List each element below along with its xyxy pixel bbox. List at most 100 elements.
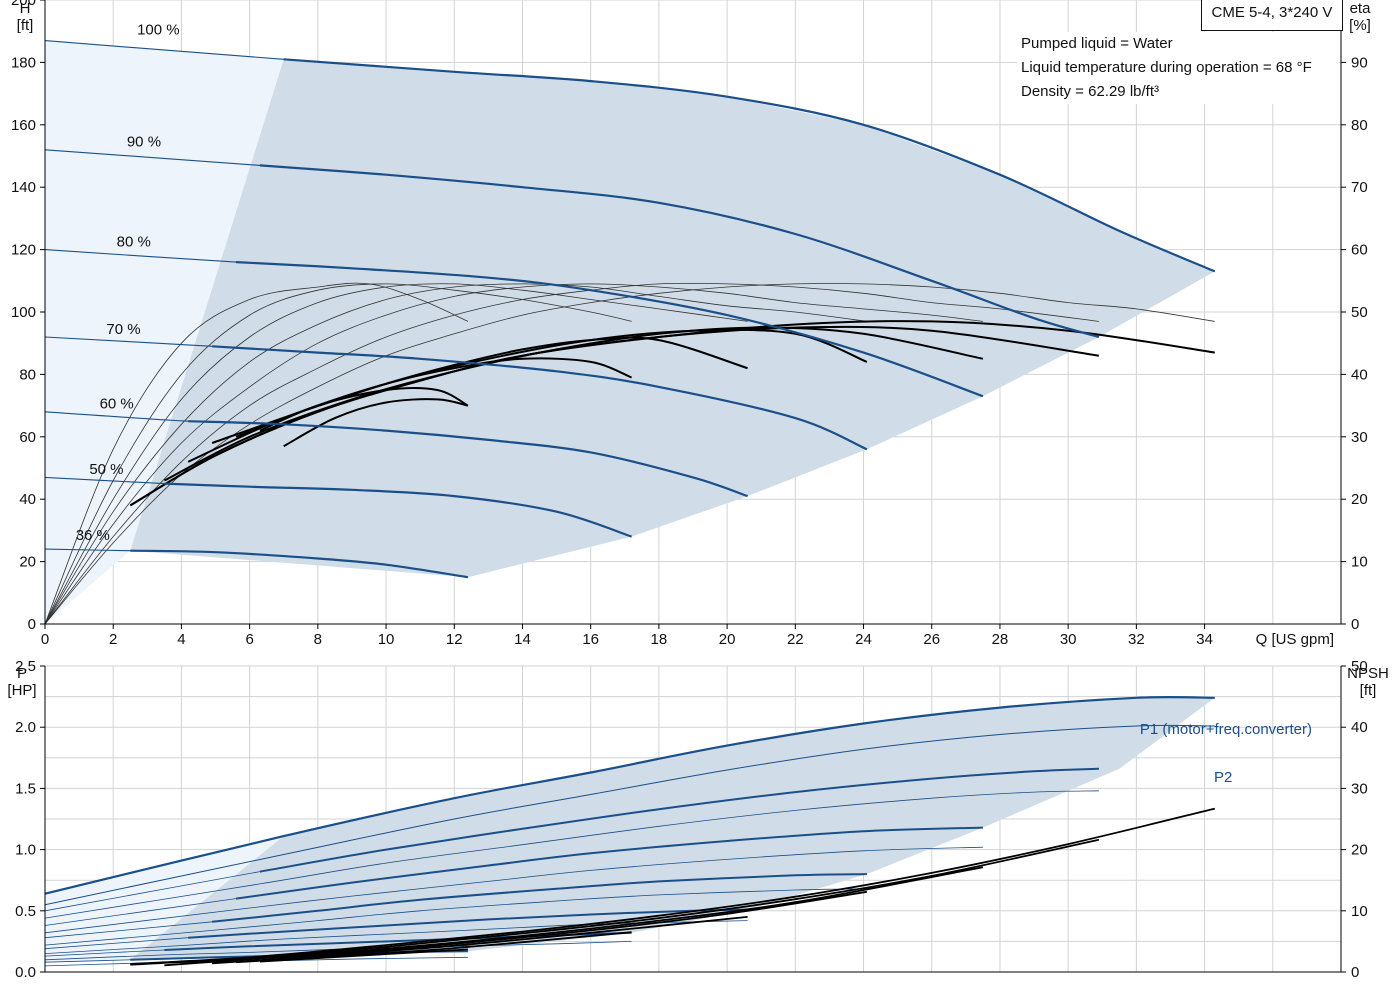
p-tick-label: 2.0 <box>15 719 36 736</box>
h-axis-label: H <box>20 0 31 17</box>
speed-label: 70 % <box>106 321 140 338</box>
p2-speed-curve <box>44 888 867 946</box>
y-tick-label-left: 200 <box>11 0 36 9</box>
p-tick-label: 1.0 <box>15 842 36 859</box>
p-tick-label: 0.5 <box>15 903 36 920</box>
x-tick-label: 12 <box>446 631 463 648</box>
p2-speed-curve <box>44 790 1099 919</box>
p2-speed-curve <box>44 846 983 934</box>
eta-thin-curve <box>44 283 632 625</box>
npsh-curve <box>188 890 868 964</box>
eta-axis-label: eta <box>1350 0 1372 17</box>
h-axis-unit: [ft] <box>17 17 34 34</box>
y-tick-label-right: 30 <box>1351 429 1368 446</box>
x-tick-label: 14 <box>514 631 531 648</box>
y-tick-label-right: 50 <box>1351 304 1368 321</box>
speed-label: 36 % <box>76 527 110 544</box>
npsh-curve <box>130 807 1216 965</box>
p1-speed-curve <box>188 908 748 939</box>
x-tick-label: 0 <box>41 631 49 648</box>
p-axis-label: P <box>17 665 27 682</box>
top-light-area <box>45 40 284 625</box>
speed-label: 100 % <box>137 21 180 38</box>
npsh-axis-label: NPSH <box>1347 665 1389 682</box>
y-tick-label-left: 80 <box>19 366 36 383</box>
speed-label: 50 % <box>89 461 123 478</box>
x-tick-label: 28 <box>992 631 1009 648</box>
head-curve-90pct <box>259 164 1100 339</box>
y-tick-label-right: 70 <box>1351 179 1368 196</box>
p-tick-label: 1.5 <box>15 780 36 797</box>
y-tick-label-right: 20 <box>1351 491 1368 508</box>
x-tick-label: 16 <box>582 631 599 648</box>
head-curve-80pct <box>235 261 984 398</box>
p1-series-label: P1 (motor+freq.converter) <box>1140 721 1312 738</box>
eta-thin-curve <box>44 283 867 625</box>
x-tick-label: 22 <box>787 631 804 648</box>
x-tick-label: 30 <box>1060 631 1077 648</box>
x-tick-label: 18 <box>651 631 668 648</box>
p1-speed-curve <box>211 873 867 923</box>
y-tick-label-left: 0 <box>28 616 36 633</box>
npsh-tick-label: 20 <box>1351 842 1368 859</box>
p1-curve <box>44 695 1215 895</box>
y-tick-label-left: 120 <box>11 242 36 259</box>
eta-axis-unit: [%] <box>1349 17 1371 34</box>
x-tick-label: 4 <box>177 631 185 648</box>
eta-thin-curve <box>44 282 469 625</box>
y-tick-label-left: 140 <box>11 179 36 196</box>
head-curve-36pct <box>130 549 469 579</box>
p2-curve <box>44 724 1215 906</box>
x-tick-label: 24 <box>855 631 872 648</box>
npsh-tick-label: 40 <box>1351 719 1368 736</box>
fluid-info-box: Pumped liquid = Water Liquid temperature… <box>1017 32 1339 104</box>
eta-curve <box>259 387 469 432</box>
y-tick-label-right: 80 <box>1351 117 1368 134</box>
speed-label: 60 % <box>100 396 134 413</box>
head-curve-60pct <box>188 420 748 498</box>
y-tick-label-right: 60 <box>1351 242 1368 259</box>
npsh-tick-label: 0 <box>1351 964 1359 981</box>
y-tick-label-left: 60 <box>19 429 36 446</box>
model-label: CME 5-4, 3*240 V <box>1211 4 1333 21</box>
model-label-box: CME 5-4, 3*240 V <box>1201 0 1343 31</box>
y-tick-label-left: 100 <box>11 304 36 321</box>
info-density: Density = 62.29 lb/ft³ <box>1021 83 1159 100</box>
x-tick-label: 20 <box>719 631 736 648</box>
eta-curve <box>163 326 984 482</box>
y-tick-label-left: 160 <box>11 117 36 134</box>
npsh-tick-label: 30 <box>1351 780 1368 797</box>
y-tick-label-right: 40 <box>1351 366 1368 383</box>
y-tick-label-right: 10 <box>1351 554 1368 571</box>
x-tick-label: 10 <box>378 631 395 648</box>
x-tick-label: 2 <box>109 631 117 648</box>
npsh-axis-unit: [ft] <box>1360 682 1377 699</box>
y-tick-label-left: 20 <box>19 554 36 571</box>
speed-label: 90 % <box>127 134 161 151</box>
npsh-curve <box>259 948 468 963</box>
npsh-tick-label: 50 <box>1351 658 1368 675</box>
x-tick-label: 32 <box>1128 631 1145 648</box>
speed-label: 80 % <box>117 233 151 250</box>
p-tick-label: 0.0 <box>15 964 36 981</box>
bottom-operating-area <box>130 697 1215 960</box>
p-axis-unit: [HP] <box>7 682 36 699</box>
top-operating-area <box>130 59 1215 578</box>
info-liquid-temperature: Liquid temperature during operation = 68… <box>1021 59 1312 76</box>
head-curve-50pct <box>164 482 632 538</box>
npsh-tick-label: 10 <box>1351 903 1368 920</box>
npsh-curve <box>130 838 1100 966</box>
eta-thin-curve <box>44 283 748 625</box>
y-tick-label-left: 180 <box>11 54 36 71</box>
info-pumped-liquid: Pumped liquid = Water <box>1021 35 1173 52</box>
y-tick-label-right: 90 <box>1351 54 1368 71</box>
head-curve-100pct <box>283 58 1216 273</box>
x-axis-label: Q [US gpm] <box>1256 631 1334 648</box>
eta-thin-curve <box>44 282 1099 625</box>
p1-speed-curve <box>235 826 983 900</box>
p-tick-label: 2.5 <box>15 658 36 675</box>
x-tick-label: 8 <box>314 631 322 648</box>
x-tick-label: 6 <box>245 631 253 648</box>
